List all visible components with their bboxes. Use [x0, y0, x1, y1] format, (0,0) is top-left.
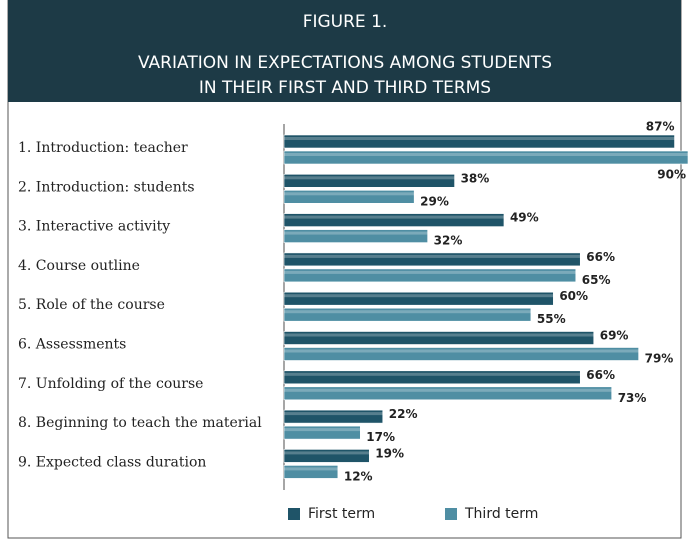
bar: [283, 134, 675, 149]
bar: [283, 229, 428, 243]
value-label: 66%: [586, 368, 615, 382]
value-label: 73%: [618, 391, 647, 405]
category-label: 5. Role of the course: [18, 297, 165, 313]
bar-highlight: [284, 192, 415, 196]
category-label: 8. Beginning to teach the material: [18, 415, 262, 431]
value-label: 69%: [600, 329, 629, 343]
bar-highlight: [284, 294, 554, 298]
figure-label: FIGURE 1.: [303, 12, 388, 32]
bar: [283, 347, 639, 361]
bar-highlight: [284, 412, 383, 416]
value-label: 22%: [389, 407, 418, 421]
bar: [283, 409, 384, 424]
bar: [283, 150, 689, 165]
bar-highlight: [284, 310, 531, 314]
legend-label: First term: [308, 506, 375, 522]
category-label: 9. Expected class duration: [18, 454, 206, 470]
bar-highlight: [284, 231, 428, 235]
value-label: 32%: [434, 234, 463, 248]
bar: [283, 174, 455, 188]
bar-highlight: [284, 176, 455, 180]
value-label: 79%: [645, 352, 674, 366]
bar-highlight: [284, 254, 581, 258]
bar-highlight: [284, 451, 370, 455]
category-label: 6. Assessments: [18, 337, 126, 353]
bar: [283, 291, 554, 306]
bar-highlight: [284, 349, 639, 353]
chart-title: VARIATION IN EXPECTATIONS AMONG STUDENTS: [138, 53, 552, 73]
value-label: 29%: [420, 194, 449, 208]
value-label: 87%: [646, 120, 675, 134]
value-label: 17%: [366, 430, 395, 444]
value-label: 12%: [344, 469, 373, 483]
bar: [283, 331, 595, 345]
bar: [283, 449, 370, 463]
bar: [283, 190, 415, 204]
bar: [283, 465, 339, 479]
value-label: 38%: [461, 171, 490, 185]
legend-label: Third term: [464, 506, 538, 522]
chart-title: IN THEIR FIRST AND THIRD TERMS: [199, 78, 491, 98]
bar-highlight: [284, 153, 688, 156]
bar-highlight: [284, 467, 338, 471]
category-label: 4. Course outline: [18, 258, 140, 274]
bar-highlight: [284, 215, 504, 219]
category-label: 1. Introduction: teacher: [18, 140, 188, 156]
bar: [283, 386, 612, 401]
bar-highlight: [284, 372, 581, 376]
bar: [283, 268, 577, 283]
value-label: 66%: [586, 250, 615, 264]
bar: [283, 425, 361, 440]
bar: [283, 252, 581, 267]
bar: [283, 307, 532, 322]
value-label: 60%: [559, 289, 588, 303]
value-label: 90%: [657, 168, 686, 182]
bar-highlight: [284, 428, 361, 432]
bar-highlight: [284, 270, 576, 274]
value-label: 19%: [375, 446, 404, 460]
value-label: 49%: [510, 211, 539, 225]
bar-highlight: [284, 137, 675, 140]
header-band: [8, 0, 681, 102]
value-label: 55%: [537, 312, 566, 326]
legend-swatch: [445, 508, 457, 520]
bar-highlight: [284, 388, 612, 392]
category-label: 2. Introduction: students: [18, 179, 195, 195]
bar: [283, 213, 505, 227]
bar-highlight: [284, 333, 594, 337]
category-label: 7. Unfolding of the course: [18, 376, 203, 392]
value-label: 65%: [582, 273, 611, 287]
legend-swatch: [288, 508, 300, 520]
category-label: 3. Interactive activity: [18, 219, 170, 235]
bar: [283, 370, 581, 385]
